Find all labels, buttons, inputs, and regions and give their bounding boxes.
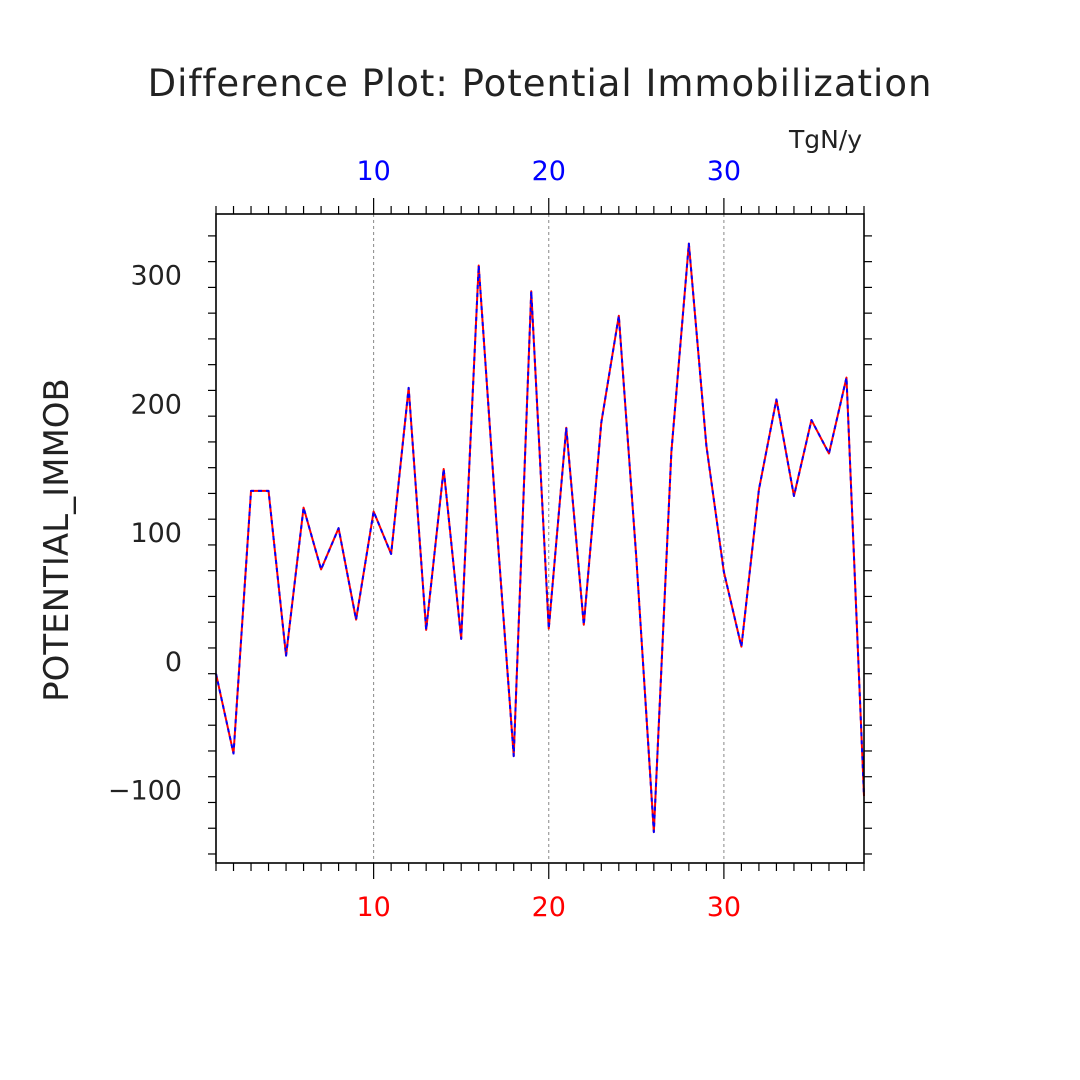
y-axis-label: POTENTIAL_IMMOB — [37, 378, 77, 702]
x-tick-label-top-30: 30 — [707, 156, 741, 187]
chart-title: Difference Plot: Potential Immobilizatio… — [148, 62, 933, 105]
axes — [208, 198, 872, 879]
x-tick-label-bottom-10: 10 — [356, 892, 390, 923]
y-tick-label-0: 0 — [165, 647, 182, 678]
x-tick-label-top-20: 20 — [532, 156, 566, 187]
series-line-red — [215, 242, 865, 834]
series-lines — [215, 242, 865, 834]
tick-labels: 10 20 30 10 20 30 −100 0 100 200 300 — [108, 156, 741, 923]
y-tick-label-300: 300 — [130, 261, 182, 292]
plot-frame — [215, 213, 865, 864]
x-tick-label-bottom-20: 20 — [532, 892, 566, 923]
y-tick-label-100: 100 — [130, 518, 182, 549]
x-tick-label-bottom-30: 30 — [707, 892, 741, 923]
grid — [373, 214, 725, 863]
units-label: TgN/y — [788, 125, 862, 154]
y-tick-label--100: −100 — [108, 776, 182, 807]
series-line-blue — [215, 242, 865, 834]
x-tick-label-top-10: 10 — [356, 156, 390, 187]
y-tick-label-200: 200 — [130, 389, 182, 420]
